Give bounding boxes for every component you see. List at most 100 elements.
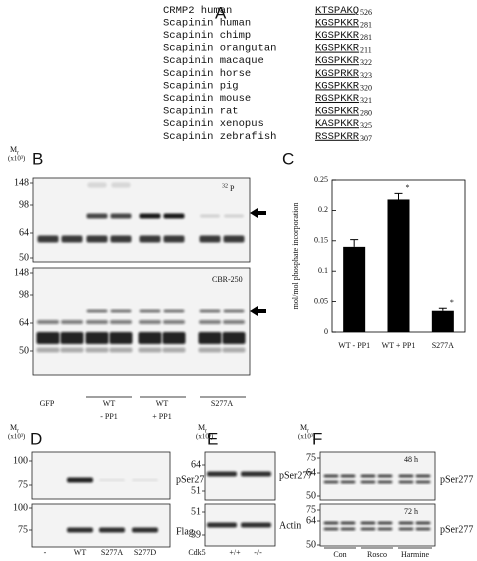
band	[111, 182, 131, 188]
band	[415, 521, 431, 525]
species-name: Scapinin pig	[163, 80, 239, 92]
isotope-mass: 32	[222, 183, 228, 189]
lane-label: WT	[74, 548, 87, 557]
lane-label: -/-	[254, 548, 262, 557]
mw-tick-label: 64	[306, 467, 316, 478]
lane-label: Cdk5	[188, 548, 205, 557]
band	[110, 320, 132, 324]
y-tick-label: 0.2	[318, 205, 328, 214]
band	[139, 213, 161, 219]
lane-label: GFP	[40, 399, 55, 408]
band	[398, 521, 414, 525]
band	[377, 474, 393, 478]
residue-number: 211	[360, 46, 372, 55]
band	[398, 474, 414, 478]
lane-label: Harmine	[401, 550, 429, 559]
band	[199, 309, 221, 313]
band	[377, 527, 393, 531]
mw-tick-label: 50	[306, 539, 316, 550]
arrow	[250, 208, 266, 218]
band	[199, 235, 221, 243]
residue-number: 322	[360, 58, 372, 67]
isotope: P	[230, 184, 235, 193]
band	[162, 332, 186, 344]
mr-symbol: M	[300, 423, 307, 432]
mw-tick-label: 148	[14, 267, 29, 278]
mw-tick-label: 100	[13, 455, 28, 466]
y-axis-label: mol/mol phosphate incorporation	[291, 203, 300, 310]
mr-unit: (x10³)	[298, 433, 316, 441]
band	[132, 479, 158, 481]
band	[86, 309, 108, 313]
panel-label: E	[207, 429, 218, 448]
sequence: KTSPAKQ	[315, 5, 359, 17]
band	[139, 235, 161, 243]
band	[99, 527, 125, 533]
gel-tag: pSer277	[176, 474, 209, 485]
band	[138, 332, 162, 344]
bar	[431, 310, 454, 332]
mw-tick-label: 75	[306, 452, 316, 463]
band	[198, 347, 222, 353]
residue-number: 281	[360, 20, 372, 29]
band	[323, 527, 339, 531]
band	[110, 309, 132, 313]
band	[207, 522, 237, 528]
band	[36, 332, 60, 344]
band	[198, 332, 222, 344]
species-name: Scapinin horse	[163, 68, 251, 80]
x-tick-label: WT + PP1	[382, 341, 416, 350]
sequence: KGSPKKR	[315, 55, 360, 67]
significance-mark: *	[406, 183, 410, 192]
y-tick-label: 0.15	[314, 236, 328, 245]
lane-label: WT	[103, 399, 116, 408]
sequence: RSSPKRR	[315, 131, 360, 143]
band	[223, 235, 245, 243]
mw-tick-label: 64	[19, 227, 29, 238]
lane-label: -	[44, 548, 47, 557]
species-name: Scapinin human	[163, 17, 251, 29]
band	[60, 347, 84, 353]
y-tick-label: 0.05	[314, 296, 328, 305]
band	[163, 320, 185, 324]
mw-tick-label: 50	[19, 345, 29, 356]
band	[199, 320, 221, 324]
species-name: Scapinin rat	[163, 106, 239, 118]
gel	[31, 451, 171, 500]
band	[360, 480, 376, 484]
mr-unit: (x10³)	[196, 433, 214, 441]
mr-sub: r	[307, 428, 309, 434]
mr-unit: (x10³)	[8, 433, 26, 441]
band	[223, 309, 245, 313]
band	[86, 235, 108, 243]
panel-label: F	[312, 429, 322, 448]
lane-label: S277A	[101, 548, 123, 557]
band	[86, 213, 108, 219]
panel-label: A	[215, 3, 227, 22]
mr-symbol: M	[10, 423, 17, 432]
sequence: RGSPKKR	[315, 93, 360, 105]
band	[340, 527, 356, 531]
mw-tick-label: 51	[191, 506, 201, 517]
mw-tick-label: 64	[306, 515, 316, 526]
residue-number: 280	[360, 109, 372, 118]
species-name: Scapinin chimp	[163, 30, 251, 42]
residue-number: 325	[360, 121, 372, 130]
gel-tag: Flag	[176, 526, 194, 537]
mw-tick-label: 148	[14, 177, 29, 188]
arrow	[250, 306, 266, 316]
mr-sub: r	[17, 150, 19, 156]
residue-number: 307	[360, 134, 372, 143]
band	[222, 347, 246, 353]
band	[360, 521, 376, 525]
band	[163, 213, 185, 219]
band	[360, 474, 376, 478]
residue-number: 526	[360, 8, 372, 17]
sequence: KGSPKKR	[315, 106, 360, 118]
mr-symbol: M	[10, 145, 17, 154]
band	[163, 309, 185, 313]
bar	[343, 246, 366, 332]
band	[110, 213, 132, 219]
band	[377, 521, 393, 525]
